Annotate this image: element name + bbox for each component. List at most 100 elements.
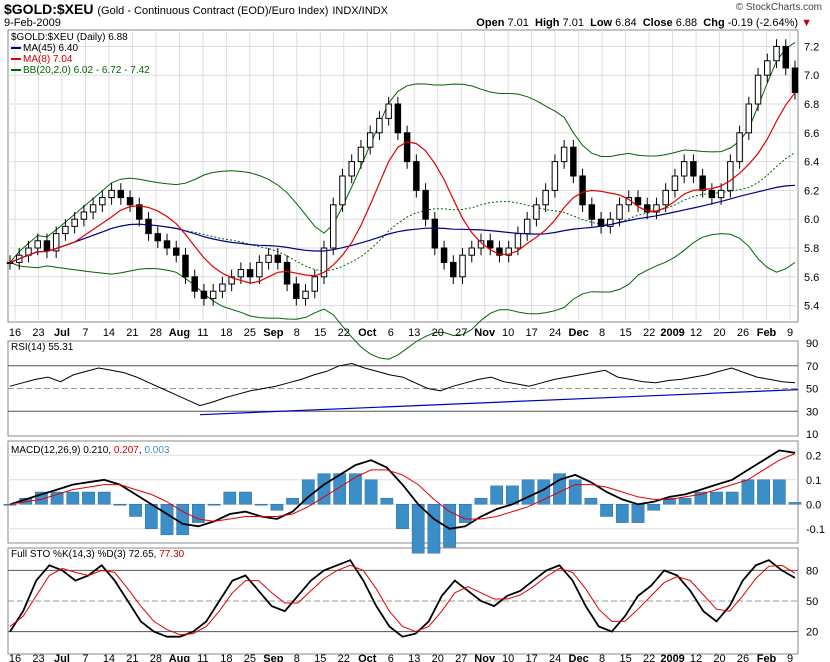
- candle-body: [643, 204, 651, 213]
- x-tick-label-bottom: 7: [82, 653, 88, 662]
- candle-body: [71, 218, 78, 227]
- candle-body: [52, 233, 60, 252]
- macd-histogram-bar: [725, 491, 739, 505]
- close-label: Close: [642, 17, 673, 29]
- y-tick-label: 5.8: [804, 243, 819, 255]
- ma8-line: [9, 92, 796, 284]
- chg-label: Chg: [703, 17, 725, 29]
- candle-body: [117, 189, 125, 199]
- legend-price: $GOLD:$XEU (Daily) 6.88: [11, 32, 128, 43]
- watermark: © StockCharts.com: [735, 2, 822, 13]
- x-tick-label: 10: [502, 327, 514, 339]
- macd-histogram-bar: [396, 504, 409, 529]
- candle-body: [653, 204, 660, 213]
- candle-body: [588, 204, 596, 220]
- candle-body: [256, 261, 263, 278]
- candle-body: [791, 67, 799, 93]
- macd-histogram-bar: [631, 504, 645, 523]
- candle-body: [542, 189, 549, 206]
- candle-body: [496, 247, 503, 256]
- macd-histogram-bar: [427, 504, 441, 554]
- candle-body: [570, 146, 577, 177]
- bb-upper-line: [9, 41, 796, 263]
- candle-body: [736, 132, 743, 163]
- candle-body: [80, 211, 88, 220]
- candle-body: [514, 233, 522, 249]
- candle-body: [616, 204, 623, 220]
- y-tick-label: 6.8: [804, 99, 819, 111]
- x-tick-label: Aug: [169, 327, 190, 339]
- macd-histogram-bar: [207, 504, 221, 506]
- price-panel: [7, 29, 799, 323]
- x-tick-label: Oct: [358, 327, 377, 339]
- candle-body: [671, 175, 679, 191]
- rsi-y-tick-label: 70: [806, 361, 818, 373]
- x-tick-label: 24: [549, 327, 561, 339]
- candle-body: [708, 189, 716, 199]
- candle-body: [413, 161, 420, 191]
- x-tick-label-bottom: 10: [502, 653, 514, 662]
- candle-body: [394, 103, 402, 134]
- legend-rsi: RSI(14) 55.31: [11, 342, 73, 353]
- y-tick-label: 6.4: [804, 157, 819, 169]
- candle-body: [219, 283, 226, 292]
- bb-lower-line: [9, 233, 796, 360]
- rsi-y-tick-label: 90: [806, 338, 818, 350]
- candle-body: [108, 189, 115, 199]
- macd-histogram-bar: [50, 491, 64, 505]
- symbol: $GOLD:$XEU: [4, 1, 94, 17]
- macd-histogram-bar: [333, 473, 347, 505]
- chart-date: 9-Feb-2009: [4, 17, 61, 29]
- x-tick-label: Jul: [54, 327, 70, 339]
- y-tick-labels: 5.4 5.6 5.8 6.0 6.2 6.4 6.6 6.8 7.0 7.2 10 30 50 70 90…: [804, 41, 825, 638]
- candle-body: [329, 204, 337, 249]
- price-candles: [6, 39, 799, 306]
- candle-body: [246, 269, 254, 278]
- moving-averages: [9, 92, 796, 284]
- macd-histogram-bar: [364, 479, 378, 505]
- ohlc-readout: Open 7.01 High 7.01 Low 6.84 Close 6.88 …: [476, 17, 812, 29]
- x-tick-label: 18: [220, 327, 232, 339]
- down-arrow-icon: ▼: [801, 17, 812, 29]
- candle-body: [579, 175, 586, 206]
- x-tick-label-bottom: 25: [244, 653, 256, 662]
- x-tick-label: 8: [294, 327, 300, 339]
- x-tick-label: 13: [408, 327, 420, 339]
- x-tick-label-bottom: 9: [787, 653, 793, 662]
- sto-series: [9, 559, 796, 638]
- ma8-swatch-icon: [11, 58, 21, 61]
- x-tick-label-bottom: 20: [713, 653, 725, 662]
- x-tick-label-bottom: 11: [197, 653, 208, 662]
- y-tick-label: 6.6: [804, 128, 819, 140]
- candle-body: [320, 247, 328, 278]
- x-tick-label: 27: [455, 327, 467, 339]
- x-tick-label: 28: [150, 327, 162, 339]
- macd-y-tick-label: 0.2: [806, 450, 821, 462]
- x-tick-label: 23: [32, 327, 44, 339]
- macd-histogram-bar: [584, 497, 598, 505]
- candle-body: [126, 197, 134, 206]
- macd-histogram-bar: [254, 504, 268, 506]
- candle-body: [200, 290, 208, 299]
- candle-body: [154, 233, 162, 242]
- candle-body: [348, 161, 355, 177]
- x-tick-label-bottom: 15: [314, 653, 326, 662]
- candle-body: [89, 204, 97, 213]
- legend-price-label: $GOLD:$XEU (Daily) 6.88: [11, 32, 128, 43]
- candle-body: [34, 240, 41, 249]
- legend-sto-label: Full STO %K(14,3) %D(3): [11, 549, 126, 560]
- candle-body: [385, 103, 392, 119]
- x-tick-label-bottom: 15: [619, 653, 631, 662]
- candle-body: [727, 161, 734, 191]
- sto-y-tick-label: 20: [806, 627, 818, 639]
- legend-bb: BB(20,2.0) 6.02 - 6.72 - 7.42: [11, 65, 150, 76]
- x-tick-labels: 16 16 23 23 Jul Jul 7 7 14 14 21 21 28 28 Aug Aug 11 11 18…: [9, 327, 793, 662]
- rsi-y-tick-label: 30: [806, 406, 818, 418]
- exchange: INDX/INDX: [332, 5, 388, 17]
- x-tick-label: 20: [713, 327, 725, 339]
- macd-histogram-bar: [647, 504, 661, 511]
- candle-body: [505, 247, 512, 256]
- legend-ma45: MA(45) 6.40: [11, 43, 78, 54]
- rsi-trend-line: [199, 389, 799, 416]
- macd-histogram-bar: [411, 504, 425, 554]
